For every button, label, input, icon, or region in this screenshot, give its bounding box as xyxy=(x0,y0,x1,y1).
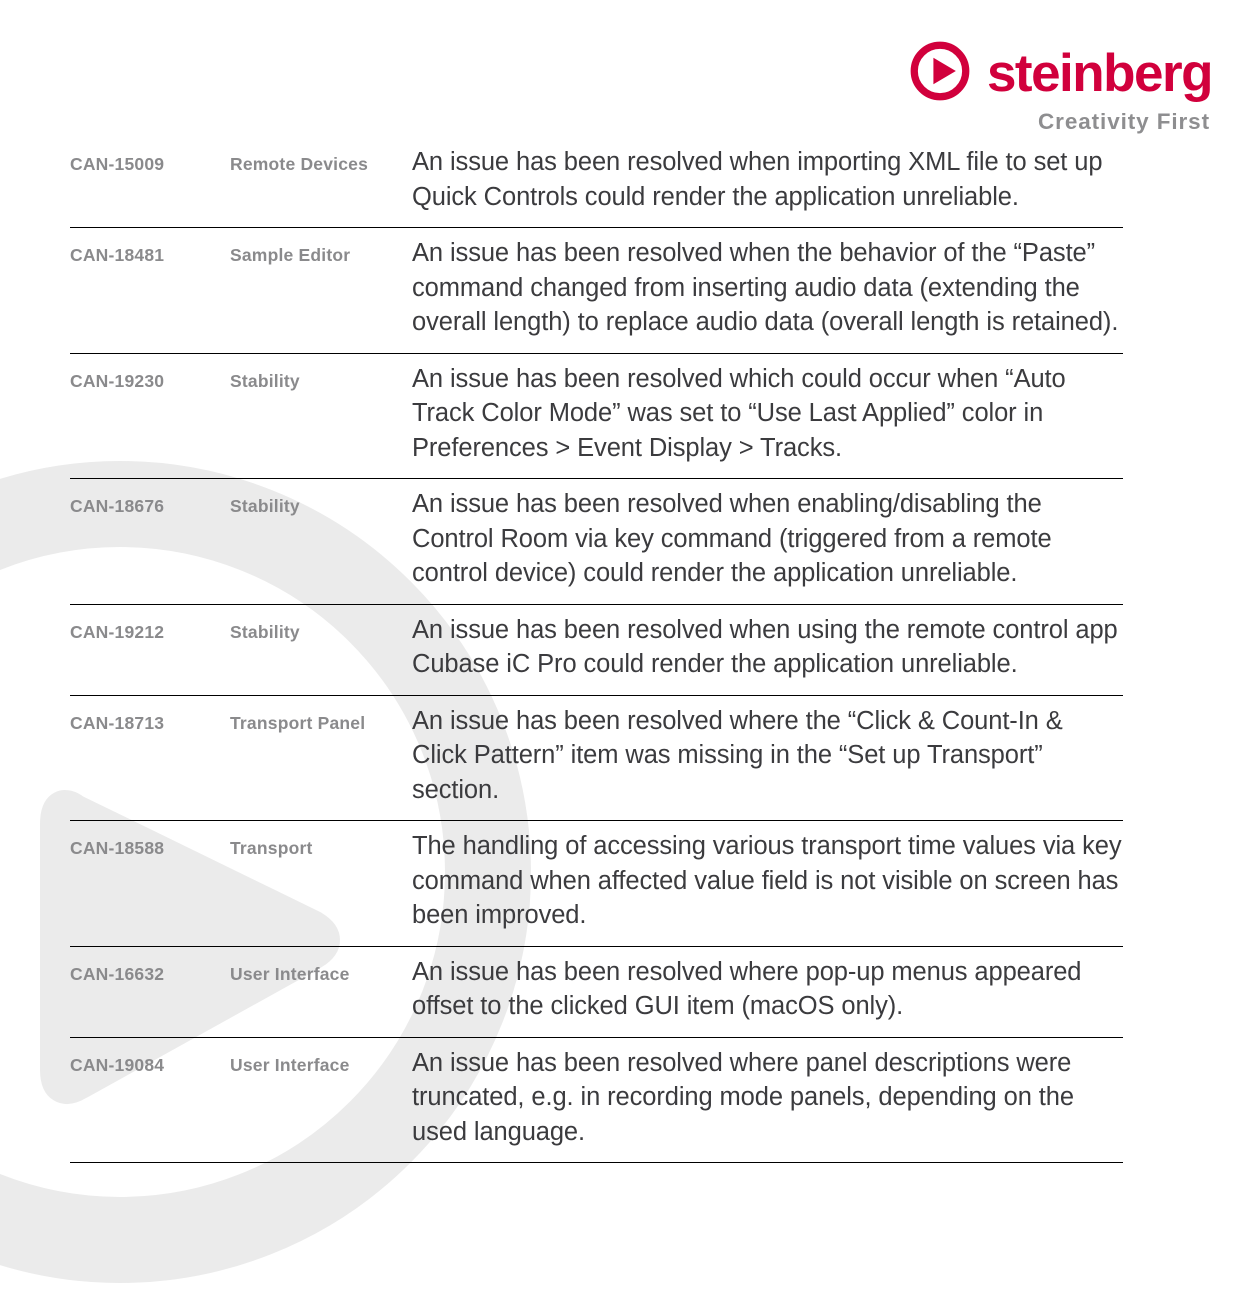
table-row: CAN-18713 Transport Panel An issue has b… xyxy=(70,695,1123,821)
issue-id: CAN-19084 xyxy=(70,1037,230,1163)
issue-category: User Interface xyxy=(230,1037,412,1163)
table-row: CAN-19212 Stability An issue has been re… xyxy=(70,604,1123,696)
issue-description: An issue has been resolved when using th… xyxy=(412,604,1123,696)
issue-category: Sample Editor xyxy=(230,227,412,354)
table-row: CAN-16632 User Interface An issue has be… xyxy=(70,946,1123,1038)
issue-description: The handling of accessing various transp… xyxy=(412,820,1123,947)
table-row: CAN-19084 User Interface An issue has be… xyxy=(70,1037,1123,1163)
issue-category: Stability xyxy=(230,353,412,479)
steinberg-wordmark: steinberg xyxy=(986,43,1214,103)
release-notes-table-body: CAN-15009 Remote Devices An issue has be… xyxy=(70,137,1123,1163)
issue-category: Stability xyxy=(230,478,412,605)
issue-description: An issue has been resolved when enabling… xyxy=(412,478,1123,605)
issue-category: User Interface xyxy=(230,946,412,1038)
issue-id: CAN-19212 xyxy=(70,604,230,696)
table-row: CAN-18481 Sample Editor An issue has bee… xyxy=(70,227,1123,354)
issue-description: An issue has been resolved where panel d… xyxy=(412,1037,1123,1163)
issue-category: Transport Panel xyxy=(230,695,412,821)
issue-category: Transport xyxy=(230,820,412,947)
issue-category: Stability xyxy=(230,604,412,696)
issue-description: An issue has been resolved when the beha… xyxy=(412,227,1123,354)
steinberg-brand-logo: steinberg Creativity First xyxy=(907,38,1214,135)
table-row: CAN-19230 Stability An issue has been re… xyxy=(70,353,1123,479)
issue-id: CAN-15009 xyxy=(70,137,230,228)
issue-id: CAN-18713 xyxy=(70,695,230,821)
issue-description: An issue has been resolved which could o… xyxy=(412,353,1123,479)
issue-id: CAN-19230 xyxy=(70,353,230,479)
issue-description: An issue has been resolved where pop-up … xyxy=(412,946,1123,1038)
issue-id: CAN-18481 xyxy=(70,227,230,354)
brand-lockup: steinberg xyxy=(907,38,1214,104)
issue-id: CAN-18676 xyxy=(70,478,230,605)
issue-description: An issue has been resolved where the “Cl… xyxy=(412,695,1123,821)
issue-id: CAN-18588 xyxy=(70,820,230,947)
issue-category: Remote Devices xyxy=(230,137,412,228)
steinberg-play-circle-icon xyxy=(910,41,970,101)
table-row: CAN-15009 Remote Devices An issue has be… xyxy=(70,137,1123,228)
issue-description: An issue has been resolved when importin… xyxy=(412,137,1123,228)
table-row: CAN-18588 Transport The handling of acce… xyxy=(70,820,1123,947)
release-notes-table: CAN-15009 Remote Devices An issue has be… xyxy=(70,137,1123,1163)
table-row: CAN-18676 Stability An issue has been re… xyxy=(70,478,1123,605)
brand-tagline: Creativity First xyxy=(1038,109,1210,134)
issue-id: CAN-16632 xyxy=(70,946,230,1038)
